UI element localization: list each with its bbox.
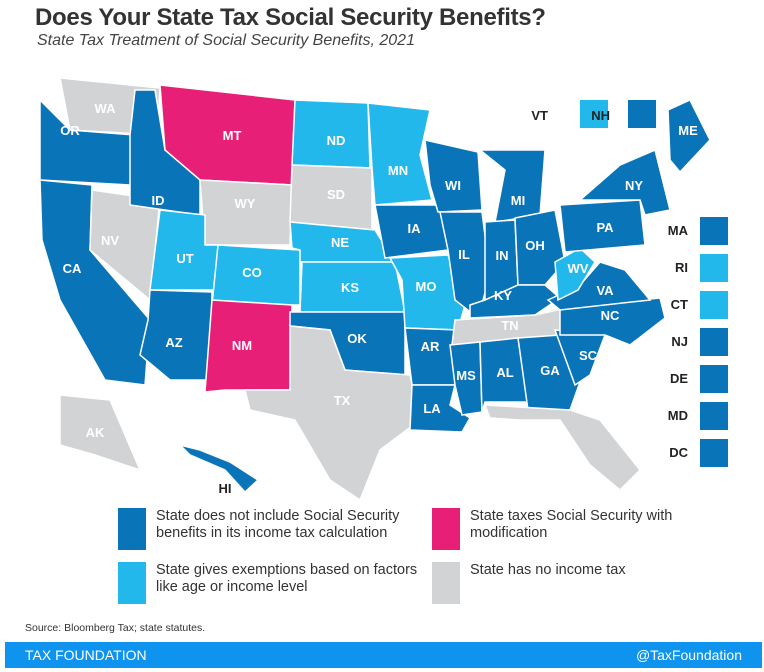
small-state-box-ct [700,291,728,319]
state-label-in: IN [496,248,509,263]
small-state-label-de: DE [670,371,688,386]
legend-swatch-none [432,562,460,604]
small-state-label-vt: VT [531,108,548,123]
state-wi [424,139,483,213]
state-label-va: VA [596,283,614,298]
legend-swatch-partial [118,562,146,604]
state-label-az: AZ [165,335,182,350]
chart-title: Does Your State Tax Social Security Bene… [35,4,546,31]
state-label-hi: HI [219,481,232,496]
state-label-ne: NE [331,235,349,250]
small-state-box-vt [580,100,608,128]
legend-item-modified: State taxes Social Security with modific… [432,508,732,550]
small-state-label-md: MD [668,408,688,423]
state-mn [367,102,433,206]
state-ky [469,284,562,319]
state-label-ks: KS [341,280,359,295]
small-state-box-nh [628,100,656,128]
state-label-la: LA [423,401,441,416]
footer-bar: TAX FOUNDATION @TaxFoundation [5,642,762,668]
small-state-box-de [700,365,728,393]
state-label-ak: AK [86,425,105,440]
state-label-mn: MN [388,163,408,178]
state-label-mi: MI [511,193,525,208]
small-state-box-nj [700,328,728,356]
small-state-label-nj: NJ [671,334,688,349]
state-label-co: CO [242,265,262,280]
state-wy [199,179,293,246]
state-ms [449,341,483,416]
state-ak [59,394,142,472]
state-al [479,337,529,413]
small-state-box-ma [700,217,728,245]
state-label-ky: KY [494,288,512,303]
state-oh [514,209,566,286]
state-me [667,99,711,174]
state-label-mt: MT [223,128,242,143]
small-state-box-md [700,402,728,430]
state-pa [559,199,646,253]
state-label-nc: NC [601,308,620,323]
state-label-tx: TX [334,393,351,408]
state-mi [477,149,546,223]
state-az [139,289,213,381]
footer-handle[interactable]: @TaxFoundation [635,647,742,663]
state-label-mo: MO [416,279,437,294]
state-label-or: OR [60,123,80,138]
state-label-me: ME [678,123,698,138]
state-label-ar: AR [421,339,440,354]
state-hi [177,443,260,494]
state-label-nd: ND [327,133,346,148]
state-label-wa: WA [95,101,117,116]
state-label-nv: NV [101,233,119,248]
legend-label-exempt: State does not include Social Security b… [156,508,400,541]
state-fl [483,404,642,492]
legend-item-none: State has no income tax [432,562,732,604]
legend-label-none: State has no income tax [470,562,626,578]
state-ny [578,148,671,216]
state-label-wv: WV [568,261,589,276]
state-label-sd: SD [327,187,345,202]
state-label-fl: FL [557,435,573,450]
state-label-id: ID [152,193,165,208]
state-label-il: IL [458,247,470,262]
small-state-label-ct: CT [671,297,688,312]
state-label-wy: WY [235,196,256,211]
state-ne [289,221,397,263]
state-label-sc: SC [579,348,598,363]
legend-item-partial: State gives exemptions based on factors … [118,562,423,604]
legend-swatch-exempt [118,508,146,550]
state-label-ny: NY [625,178,643,193]
chart-subtitle: State Tax Treatment of Social Security B… [37,32,415,49]
state-label-wi: WI [445,178,461,193]
state-nc [559,297,666,346]
state-label-ms: MS [456,368,476,383]
state-label-ok: OK [347,331,367,346]
state-label-ga: GA [540,363,560,378]
small-state-label-dc: DC [669,445,688,460]
small-state-label-ma: MA [668,223,689,238]
legend-label-partial: State gives exemptions based on factors … [156,562,418,595]
state-label-pa: PA [596,220,614,235]
state-label-tn: TN [501,318,518,333]
state-label-ca: CA [63,261,82,276]
small-state-label-ri: RI [675,260,688,275]
small-state-box-dc [700,439,728,467]
state-ar [404,327,459,386]
small-state-box-ri [700,254,728,282]
state-label-al: AL [496,365,513,380]
state-label-oh: OH [525,238,545,253]
state-label-ia: IA [408,221,422,236]
small-state-label-nh: NH [591,108,610,123]
source-note: Source: Bloomberg Tax; state statutes. [25,622,206,634]
legend-label-modified: State taxes Social Security with modific… [470,508,673,541]
state-label-ut: UT [176,251,193,266]
us-map: WA OR CA NV ID MT WY UT CO AZ NM ND SD NE KS OK TX MN IA MO… [39,77,728,500]
legend-item-exempt: State does not include Social Security b… [118,508,423,550]
legend-swatch-modified [432,508,460,550]
footer-brand: TAX FOUNDATION [25,647,147,663]
state-label-nm: NM [232,338,252,353]
